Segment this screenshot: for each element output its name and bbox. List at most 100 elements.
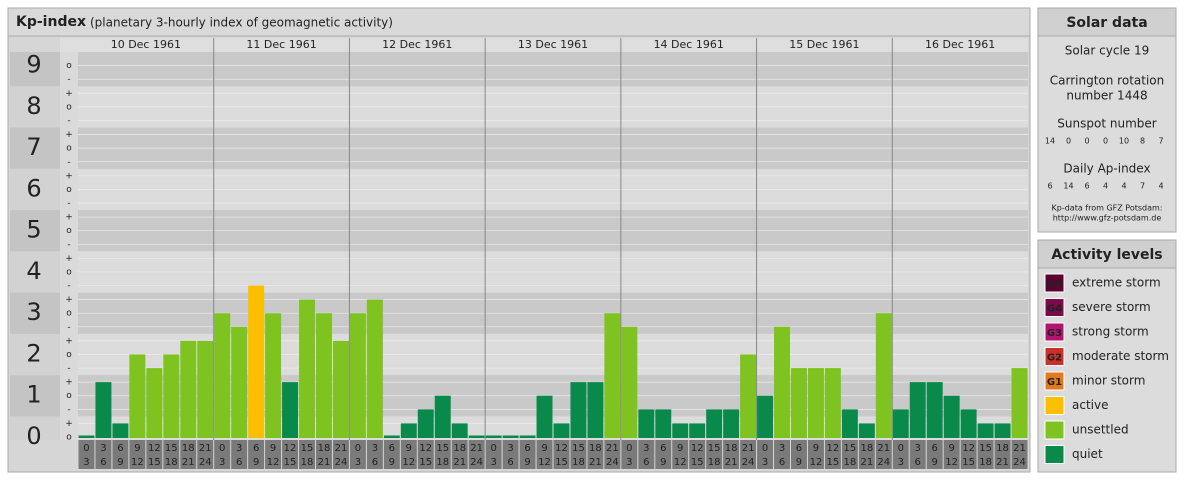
label-band xyxy=(10,292,60,334)
hour-label: 21 xyxy=(742,443,755,454)
bar xyxy=(621,326,638,438)
sub-tick-label: + xyxy=(65,213,73,223)
hour-box xyxy=(655,440,672,469)
hour-box xyxy=(316,440,332,469)
hour-label: 3 xyxy=(626,457,632,468)
day-label: 15 Dec 1961 xyxy=(789,38,859,51)
bar xyxy=(553,423,570,438)
sub-tick-label: o xyxy=(66,185,72,195)
bar xyxy=(265,313,282,438)
hour-box xyxy=(757,440,774,469)
hour-label: 9 xyxy=(524,457,530,468)
hour-box xyxy=(1011,440,1028,469)
sub-tick-label: o xyxy=(66,226,72,236)
hour-box xyxy=(78,440,95,469)
ap-value: 7 xyxy=(1140,182,1145,191)
bar xyxy=(994,423,1011,438)
title: Kp-index xyxy=(16,14,86,30)
hour-label: 6 xyxy=(643,457,649,468)
hour-box xyxy=(332,440,349,469)
day-label: 14 Dec 1961 xyxy=(654,38,724,51)
bar xyxy=(163,354,180,438)
hour-box xyxy=(265,440,282,469)
hour-label: 15 xyxy=(165,443,178,454)
hour-label: 21 xyxy=(182,457,195,468)
hour-box xyxy=(994,440,1011,469)
hour-label: 12 xyxy=(267,457,280,468)
hour-box xyxy=(485,440,502,469)
hour-box xyxy=(841,440,858,469)
bar xyxy=(536,395,553,438)
hour-box xyxy=(163,440,180,469)
sub-tick-label: + xyxy=(65,89,73,99)
sub-tick-label: o xyxy=(66,309,72,319)
hour-label: 6 xyxy=(117,443,123,454)
sub-tick-label: o xyxy=(66,350,72,360)
hour-label: 6 xyxy=(932,443,938,454)
hour-label: 12 xyxy=(538,457,551,468)
rotation: number 1448 xyxy=(1066,89,1147,103)
hour-label: 18 xyxy=(589,443,602,454)
legend-swatch xyxy=(1044,445,1065,464)
hour-label: 3 xyxy=(372,443,378,454)
hour-box xyxy=(604,440,621,469)
bar xyxy=(1011,368,1028,438)
hour-box xyxy=(180,440,197,469)
hour-label: 24 xyxy=(335,457,348,468)
hour-label: 3 xyxy=(355,457,361,468)
hour-label: 21 xyxy=(877,443,890,454)
bar xyxy=(197,340,214,438)
sunspot-value: 0 xyxy=(1084,137,1089,146)
sub-tick-label: o xyxy=(66,61,72,71)
legend-swatch xyxy=(1044,420,1065,440)
hour-label: 9 xyxy=(134,443,140,454)
bar xyxy=(587,382,604,438)
y-tick-label: 5 xyxy=(26,216,41,244)
ap-value: 4 xyxy=(1158,182,1163,191)
hour-label: 12 xyxy=(945,457,958,468)
hour-label: 24 xyxy=(199,457,212,468)
hour-box xyxy=(112,440,129,469)
bar xyxy=(485,435,502,438)
y-tick-label: 2 xyxy=(26,339,41,367)
hour-label: 21 xyxy=(860,457,873,468)
hour-label: 21 xyxy=(589,457,602,468)
bar xyxy=(129,354,146,438)
hour-label: 12 xyxy=(402,457,415,468)
bar xyxy=(909,382,926,438)
sub-tick-label: + xyxy=(65,419,73,429)
hour-label: 12 xyxy=(131,457,144,468)
bar xyxy=(926,382,943,438)
hour-label: 15 xyxy=(301,443,314,454)
subtitle: (planetary 3-hourly index of geomagnetic… xyxy=(90,16,393,30)
hour-label: 6 xyxy=(372,457,378,468)
sub-tick-label: + xyxy=(65,254,73,264)
bar xyxy=(604,313,621,438)
hour-label: 6 xyxy=(389,443,395,454)
hour-label: 3 xyxy=(643,443,649,454)
hour-label: 24 xyxy=(470,457,483,468)
bar xyxy=(519,435,536,438)
hour-label: 9 xyxy=(796,457,802,468)
hour-label: 3 xyxy=(219,457,225,468)
hour-label: 9 xyxy=(253,457,259,468)
hour-box xyxy=(519,440,536,469)
hour-box xyxy=(892,440,909,469)
hour-box xyxy=(672,440,689,469)
hour-label: 9 xyxy=(389,457,395,468)
hour-label: 18 xyxy=(436,457,449,468)
legend-badge: G4 xyxy=(1047,304,1062,315)
legend-swatch xyxy=(1044,273,1065,293)
bar xyxy=(841,409,858,438)
label-band xyxy=(10,86,60,128)
hour-label: 3 xyxy=(762,457,768,468)
sub-tick-label: - xyxy=(67,322,70,332)
y-tick-label: 8 xyxy=(26,92,41,120)
label-band xyxy=(10,416,60,440)
day-header xyxy=(60,38,1028,52)
bar xyxy=(349,313,366,438)
hour-box xyxy=(434,440,451,469)
hour-box xyxy=(807,440,824,469)
day-label: 13 Dec 1961 xyxy=(518,38,588,51)
